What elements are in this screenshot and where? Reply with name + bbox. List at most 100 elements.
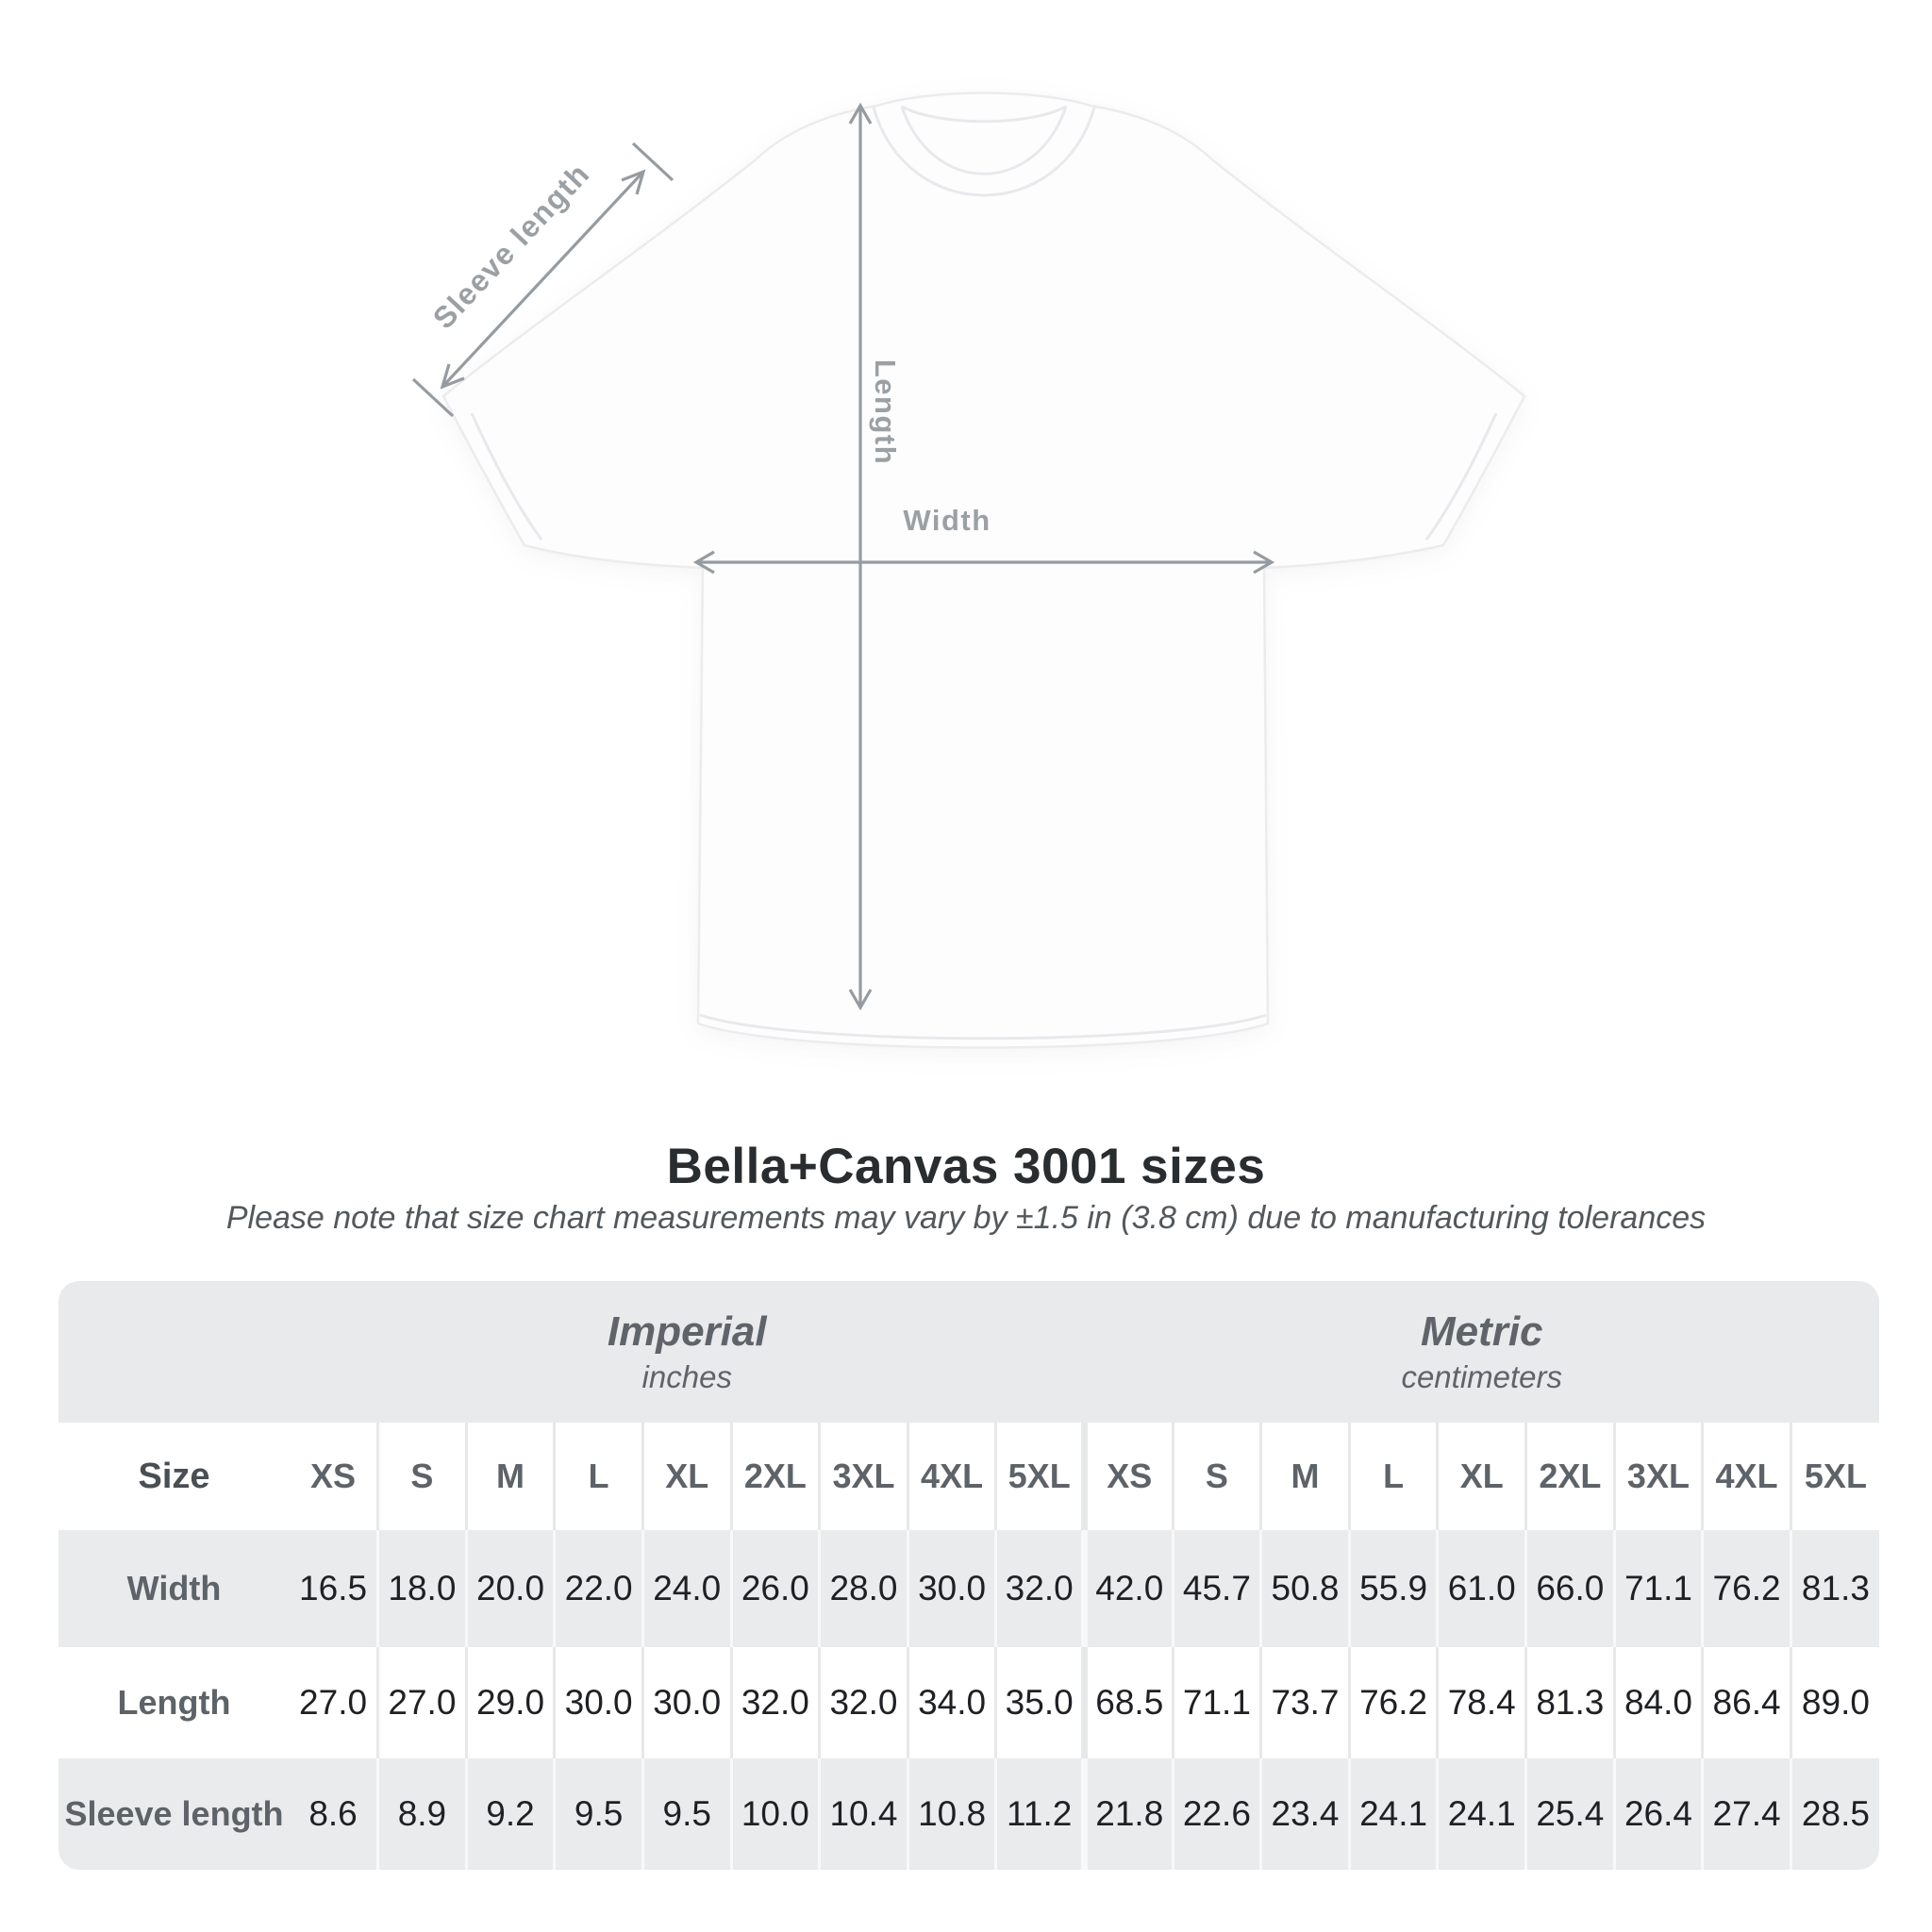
collar-inner-line [900, 106, 1068, 175]
value-cell: 9.5 [641, 1758, 732, 1870]
size-header-row: Size XS S M L XL 2XL 3XL 4XL 5XL XS S M … [58, 1423, 1879, 1530]
value-cell: 42.0 [1080, 1530, 1174, 1647]
sleeve-length-row: Sleeve length 8.6 8.9 9.2 9.5 9.5 10.0 1… [58, 1758, 1879, 1870]
col-header-imperial-2xl: 2XL [729, 1423, 820, 1530]
value-cell: 61.0 [1436, 1530, 1526, 1647]
width-row: Width 16.5 18.0 20.0 22.0 24.0 26.0 28.0… [58, 1530, 1879, 1647]
value-cell: 81.3 [1789, 1530, 1879, 1647]
value-cell: 10.8 [906, 1758, 996, 1870]
col-header-metric-m: M [1259, 1423, 1350, 1530]
sleeve-tick-top [631, 142, 675, 182]
col-header-imperial-l: L [553, 1423, 643, 1530]
page-title: Bella+Canvas 3001 sizes [666, 1139, 1266, 1194]
value-cell: 9.5 [553, 1758, 643, 1870]
size-chart-table-container: Imperial inches Metric centimeters Size … [58, 1281, 1879, 1870]
value-cell: 34.0 [906, 1647, 996, 1758]
col-header-imperial-4xl: 4XL [906, 1423, 996, 1530]
value-cell: 26.4 [1612, 1758, 1703, 1870]
length-row-label: Length [117, 1683, 231, 1722]
value-cell: 18.0 [376, 1530, 467, 1647]
collar-outer-line [872, 107, 1096, 197]
col-header-imperial-5xl: 5XL [994, 1423, 1085, 1530]
value-cell: 73.7 [1259, 1647, 1350, 1758]
value-cell: 76.2 [1701, 1530, 1791, 1647]
value-cell: 22.0 [553, 1530, 643, 1647]
value-cell: 76.2 [1347, 1647, 1438, 1758]
length-label: Length [869, 359, 902, 465]
tshirt-illustration [441, 92, 1526, 1049]
value-cell: 22.6 [1171, 1758, 1261, 1870]
col-header-metric-2xl: 2XL [1524, 1423, 1615, 1530]
value-cell: 81.3 [1524, 1647, 1615, 1758]
value-cell: 27.0 [299, 1683, 368, 1722]
collar-back-line [901, 105, 1067, 124]
value-cell: 20.0 [464, 1530, 555, 1647]
col-header-imperial-s: S [376, 1423, 467, 1530]
col-header-metric-5xl: 5XL [1789, 1423, 1879, 1530]
left-sleeve-hem [470, 412, 543, 541]
sleeve-arrowhead-top [621, 169, 646, 195]
width-arrowhead-left [692, 550, 715, 575]
value-cell: 11.2 [994, 1758, 1085, 1870]
value-cell: 30.0 [553, 1647, 643, 1758]
value-cell: 66.0 [1524, 1530, 1615, 1647]
value-cell: 50.8 [1259, 1530, 1350, 1647]
value-cell: 23.4 [1259, 1758, 1350, 1870]
value-cell: 89.0 [1789, 1647, 1879, 1758]
value-cell: 86.4 [1701, 1647, 1791, 1758]
col-header-metric-4xl: 4XL [1701, 1423, 1791, 1530]
tolerance-note: Please note that size chart measurements… [225, 1200, 1707, 1236]
col-header-metric-xl: XL [1436, 1423, 1526, 1530]
value-cell: 28.5 [1789, 1758, 1879, 1870]
metric-label: Metric [1420, 1308, 1543, 1356]
value-cell: 29.0 [464, 1647, 555, 1758]
value-cell: 8.9 [376, 1758, 467, 1870]
value-cell: 26.0 [729, 1530, 820, 1647]
imperial-label: Imperial [607, 1308, 767, 1356]
value-cell: 10.0 [729, 1758, 820, 1870]
value-cell: 25.4 [1524, 1758, 1615, 1870]
sleeve-arrow-line [441, 170, 645, 389]
col-header-metric-s: S [1171, 1423, 1261, 1530]
width-dimension: Width [692, 504, 1275, 575]
value-cell: 30.0 [641, 1647, 732, 1758]
size-column-header: Size [138, 1456, 210, 1496]
unit-band-row: Imperial inches Metric centimeters [58, 1281, 1879, 1423]
value-cell: 10.4 [818, 1758, 908, 1870]
right-sleeve-hem [1424, 412, 1498, 541]
length-arrowhead-bottom [848, 989, 873, 1011]
value-cell: 24.1 [1436, 1758, 1526, 1870]
value-cell: 24.0 [641, 1530, 732, 1647]
value-cell: 32.0 [994, 1530, 1085, 1647]
metric-section-header: Metric centimeters [1084, 1281, 1879, 1423]
size-chart-table: Imperial inches Metric centimeters Size … [58, 1281, 1879, 1870]
value-cell: 27.4 [1701, 1758, 1791, 1870]
value-cell: 35.0 [994, 1647, 1085, 1758]
value-cell: 55.9 [1347, 1530, 1438, 1647]
length-arrowhead-top [848, 102, 873, 125]
value-cell: 68.5 [1080, 1647, 1174, 1758]
value-cell: 32.0 [729, 1647, 820, 1758]
value-cell: 27.0 [376, 1647, 467, 1758]
sleeve-length-row-label: Sleeve length [64, 1794, 284, 1833]
value-cell: 78.4 [1436, 1647, 1526, 1758]
value-cell: 32.0 [818, 1647, 908, 1758]
value-cell: 71.1 [1612, 1530, 1703, 1647]
value-cell: 45.7 [1171, 1530, 1261, 1647]
col-header-imperial-3xl: 3XL [818, 1423, 908, 1530]
tshirt-measurement-diagram: Length Width Sleeve length [411, 92, 1526, 1049]
value-cell: 16.5 [299, 1569, 368, 1607]
value-cell: 71.1 [1171, 1647, 1261, 1758]
col-header-imperial-m: M [464, 1423, 555, 1530]
width-row-label: Width [126, 1569, 222, 1607]
length-row: Length 27.0 27.0 29.0 30.0 30.0 32.0 32.… [58, 1647, 1879, 1758]
sleeve-tick-bottom [411, 377, 455, 418]
col-header-imperial-xl: XL [641, 1423, 732, 1530]
value-cell: 21.8 [1080, 1758, 1174, 1870]
col-header-metric-xs: XS [1080, 1423, 1174, 1530]
value-cell: 30.0 [906, 1530, 996, 1647]
width-label: Width [903, 504, 991, 537]
value-cell: 28.0 [818, 1530, 908, 1647]
col-header-metric-l: L [1347, 1423, 1438, 1530]
value-cell: 9.2 [464, 1758, 555, 1870]
